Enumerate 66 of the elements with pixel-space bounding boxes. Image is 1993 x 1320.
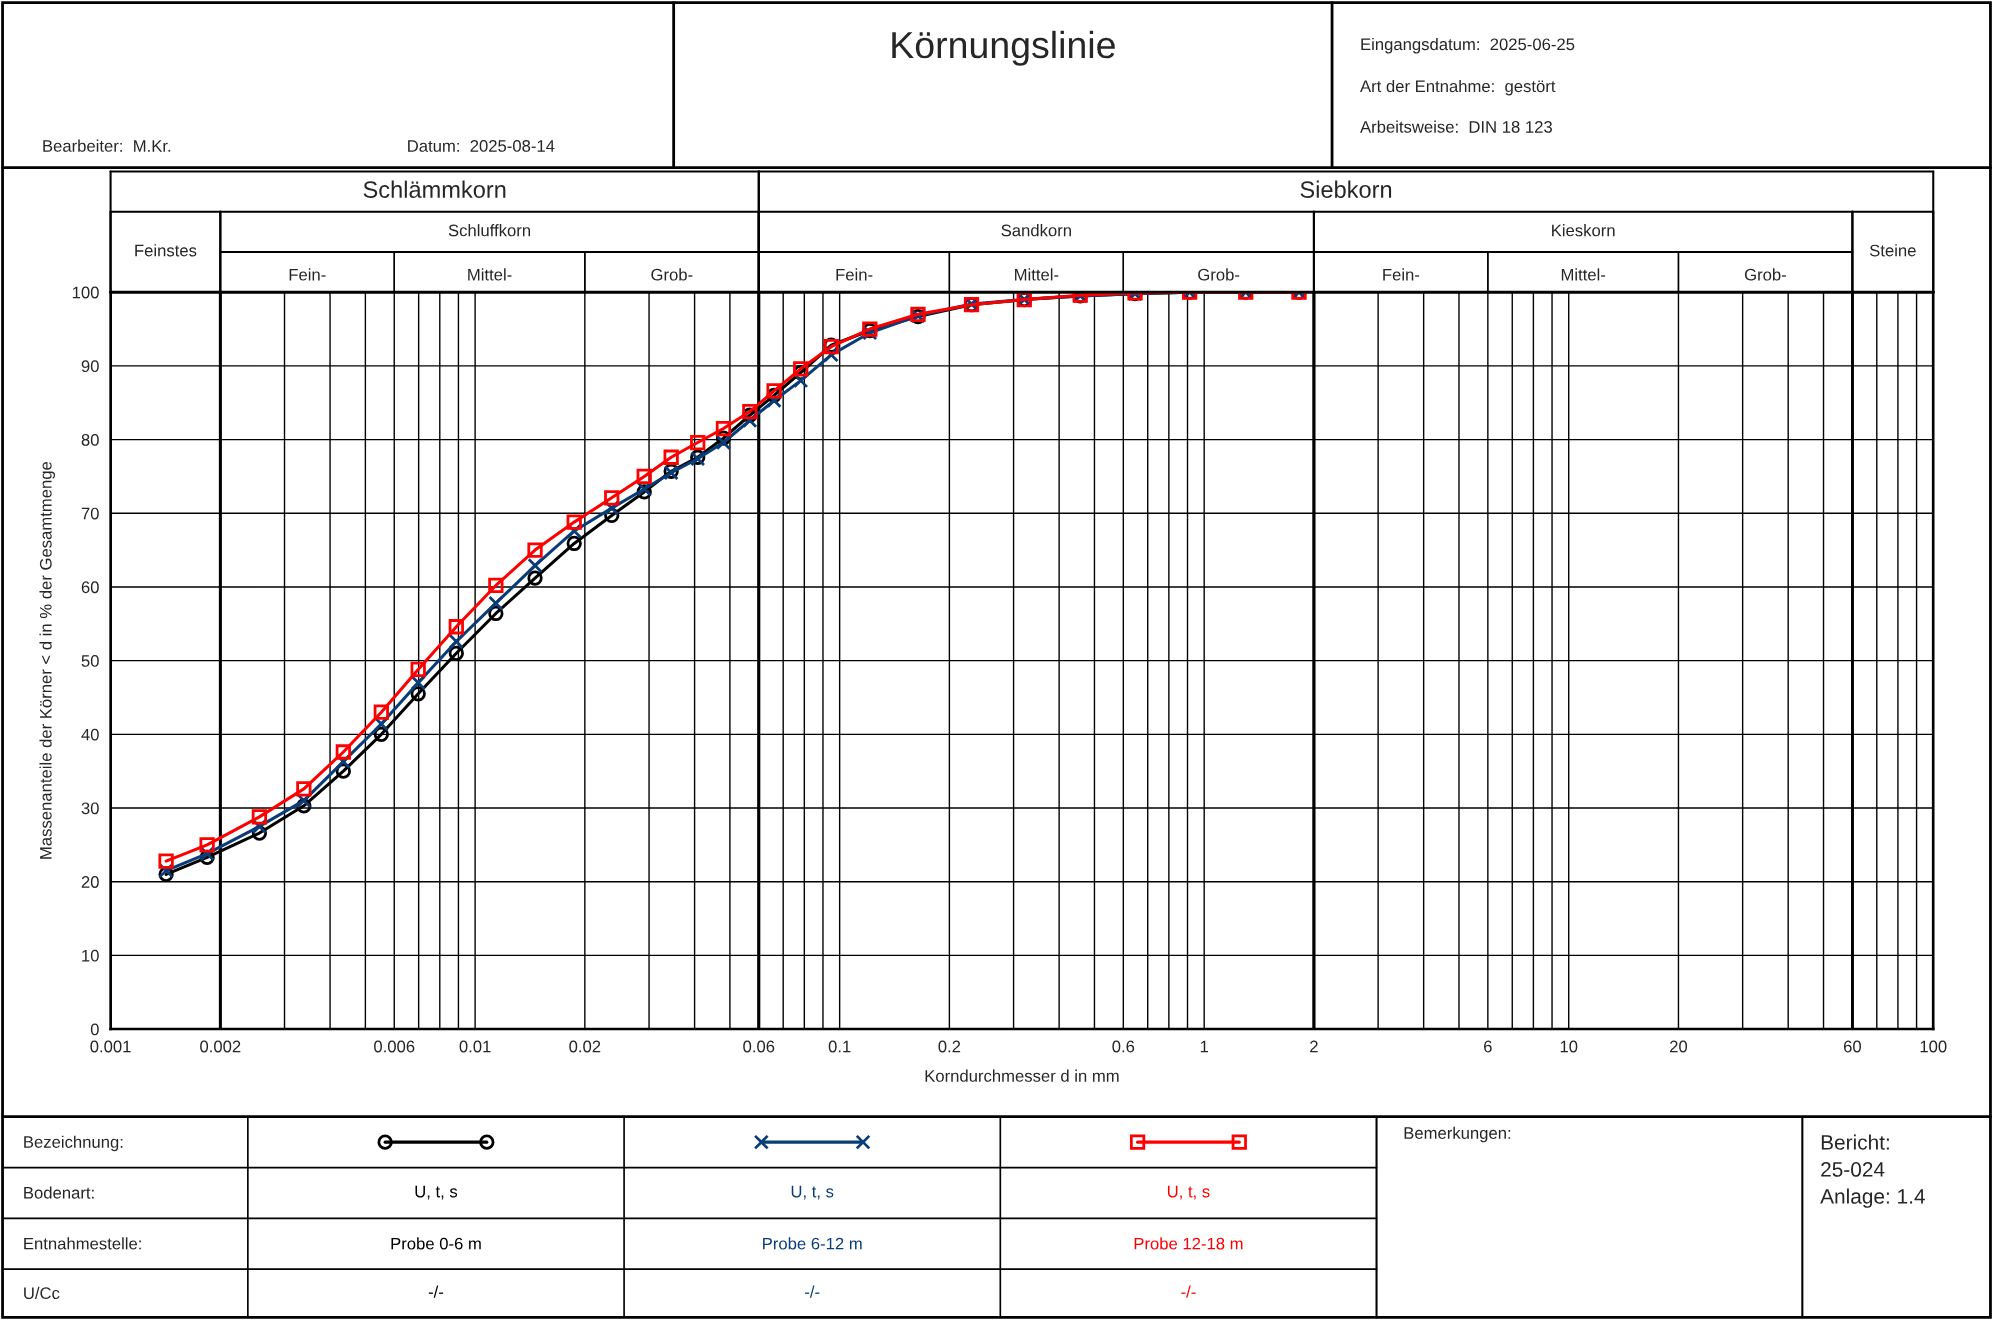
x-tick-label: 0.002 bbox=[200, 1040, 241, 1053]
text: -/- bbox=[805, 1285, 820, 1298]
text: Fein- bbox=[836, 268, 873, 281]
x-tick-label: 0.001 bbox=[90, 1040, 131, 1053]
y-tick-label: 80 bbox=[81, 433, 99, 446]
x-tick-label: 60 bbox=[1843, 1040, 1862, 1053]
text: Eingangsdatum: 2025-06-25 bbox=[1361, 37, 1575, 54]
x-tick-label: 0.1 bbox=[828, 1040, 851, 1053]
x-tick-label: 0.06 bbox=[743, 1040, 775, 1053]
y-tick-label: 10 bbox=[82, 949, 99, 962]
text: Grob- bbox=[651, 268, 693, 281]
x-tick-label: 10 bbox=[1560, 1040, 1578, 1053]
text: Bearbeiter: M.Kr. bbox=[43, 139, 171, 152]
x-tick-label: 0.006 bbox=[374, 1040, 415, 1053]
y-tick-label: 0 bbox=[90, 1023, 99, 1036]
text: U, t, s bbox=[415, 1185, 458, 1200]
text: Art der Entnahme: gestört bbox=[1360, 79, 1556, 96]
text: U, t, s bbox=[1167, 1185, 1210, 1200]
text: Bodenart: bbox=[24, 1186, 94, 1199]
text: Kieskorn bbox=[1552, 224, 1615, 237]
text: Schluffkorn bbox=[448, 224, 531, 237]
y-tick-label: 40 bbox=[81, 728, 99, 741]
text: Bemerkungen: bbox=[1404, 1126, 1511, 1143]
text: Arbeitsweise: DIN 18 123 bbox=[1360, 120, 1552, 133]
y-axis-title: Massenanteile der Körner < d in % der Gesamtmenge bbox=[39, 461, 55, 859]
y-tick-label: 90 bbox=[81, 360, 99, 373]
x-tick-label: 2 bbox=[1310, 1040, 1318, 1053]
text: Mittel- bbox=[1015, 268, 1059, 281]
text: Steine bbox=[1869, 244, 1916, 257]
y-tick-label: 50 bbox=[81, 655, 99, 667]
text: Feinstes bbox=[135, 244, 197, 257]
y-tick-label: 20 bbox=[81, 876, 99, 888]
text: Mittel- bbox=[1561, 268, 1606, 281]
text: Grob- bbox=[1744, 268, 1786, 281]
text: Datum: 2025-08-14 bbox=[408, 140, 555, 152]
text: Fein- bbox=[289, 268, 326, 281]
x-tick-label: 20 bbox=[1670, 1040, 1688, 1053]
text: Probe 0-6 m bbox=[391, 1237, 481, 1250]
text: U, t, s bbox=[791, 1185, 834, 1200]
y-tick-label: 70 bbox=[81, 507, 99, 520]
x-tick-label: 100 bbox=[1920, 1040, 1947, 1053]
x-axis-title: Korndurchmesser d in mm bbox=[925, 1069, 1119, 1082]
text: Bezeichnung: bbox=[24, 1135, 123, 1152]
text: Siebkorn bbox=[1300, 180, 1392, 198]
x-tick-label: 1 bbox=[1200, 1040, 1209, 1053]
text: Mittel- bbox=[468, 268, 512, 281]
text: Fein- bbox=[1383, 268, 1420, 281]
chart-title: Körnungslinie bbox=[892, 30, 1115, 66]
text: Probe 12-18 m bbox=[1134, 1237, 1243, 1250]
text: Bericht: 25-024 Anlage: 1.4 bbox=[1820, 1134, 1925, 1208]
text: Grob- bbox=[1198, 268, 1240, 281]
text: Probe 6-12 m bbox=[763, 1237, 862, 1250]
x-tick-label: 0.02 bbox=[569, 1040, 601, 1053]
x-tick-label: 0.6 bbox=[1112, 1040, 1135, 1053]
text: Schlämmkorn bbox=[363, 180, 506, 198]
y-tick-label: 100 bbox=[72, 286, 99, 299]
y-tick-label: 30 bbox=[81, 802, 99, 815]
text: -/- bbox=[428, 1285, 444, 1298]
y-tick-label: 60 bbox=[81, 581, 99, 594]
text: -/- bbox=[1181, 1285, 1196, 1298]
x-tick-label: 0.01 bbox=[459, 1040, 491, 1053]
text: Sandkorn bbox=[1001, 224, 1071, 237]
x-tick-label: 6 bbox=[1484, 1040, 1492, 1053]
text: Entnahmestelle: bbox=[24, 1237, 141, 1250]
text: U/Cc bbox=[24, 1286, 60, 1300]
x-tick-label: 0.2 bbox=[938, 1040, 961, 1053]
